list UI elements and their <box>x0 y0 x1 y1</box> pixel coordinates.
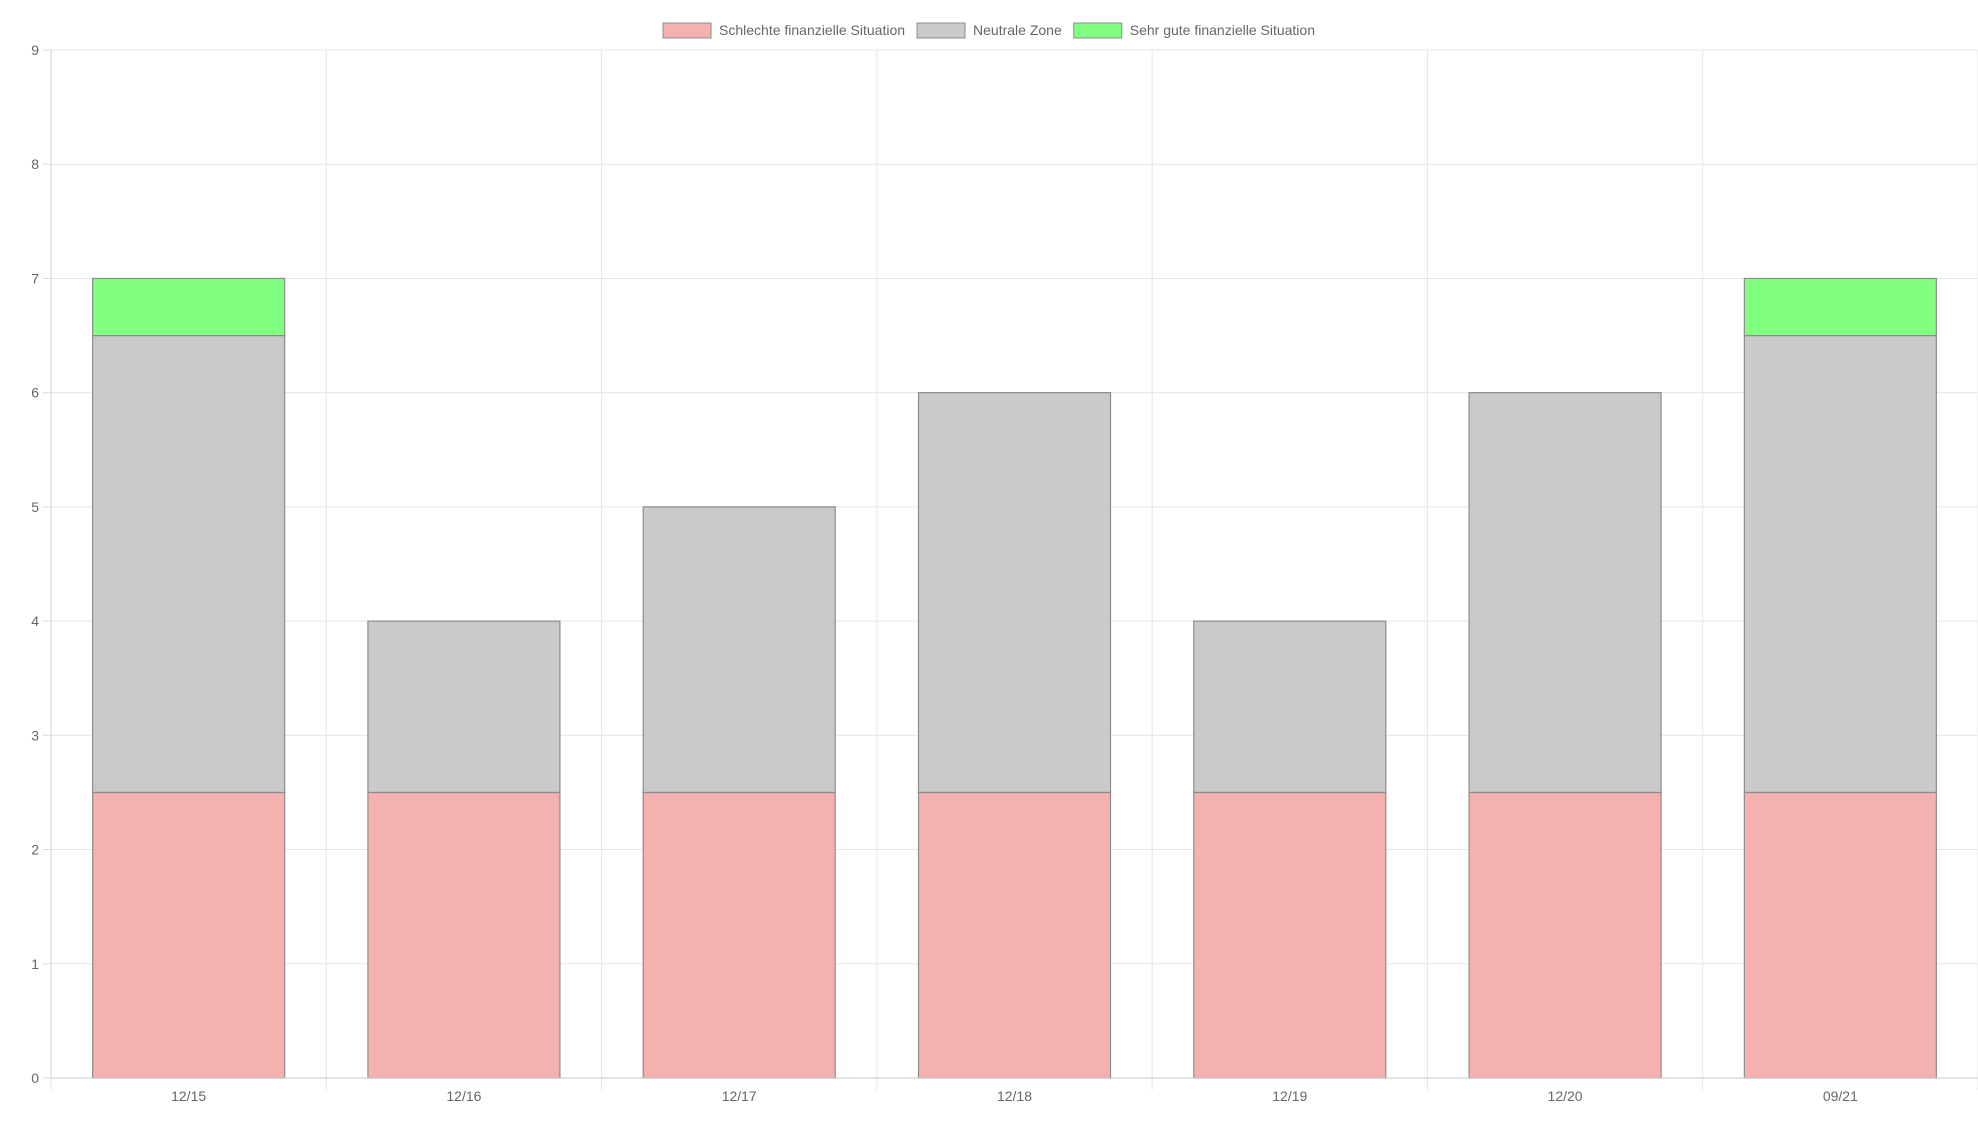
bar-1-0[interactable] <box>92 334 286 794</box>
x-tick-label: 12/20 <box>1548 1088 1583 1104</box>
bar-1-4[interactable] <box>1193 620 1387 794</box>
bar-0-2[interactable] <box>642 791 836 1079</box>
bar-0-0[interactable] <box>92 791 286 1079</box>
bar-0-5[interactable] <box>1468 791 1662 1079</box>
bar-1-5[interactable] <box>1468 392 1662 794</box>
x-tick-label: 12/19 <box>1272 1088 1307 1104</box>
bar-2-6[interactable] <box>1743 277 1937 337</box>
x-tick-label: 12/16 <box>446 1088 481 1104</box>
bar-0-6[interactable] <box>1743 791 1937 1079</box>
bar-1-3[interactable] <box>917 392 1112 794</box>
bar-2-0[interactable] <box>92 277 286 337</box>
x-tick-label: 12/17 <box>722 1088 757 1104</box>
bar-1-1[interactable] <box>367 620 561 794</box>
legend-label: Neutrale Zone <box>973 22 1062 38</box>
bar-0-3[interactable] <box>917 791 1112 1079</box>
legend-swatch[interactable] <box>916 22 966 39</box>
axis-layer: 0 1 2 3 4 5 6 7 8 9 12/15 12/16 12/17 12/18 12/19 12/20… <box>31 42 1978 1104</box>
bar-0-4[interactable] <box>1193 791 1387 1079</box>
x-tick-label: 12/18 <box>997 1088 1032 1104</box>
y-tick-label: 7 <box>31 270 39 286</box>
legend: Schlechte finanzielle Situation Neutrale … <box>662 22 1315 39</box>
y-tick-label: 1 <box>31 956 39 972</box>
legend-label: Sehr gute finanzielle Situation <box>1130 22 1315 38</box>
x-tick-label: 12/15 <box>171 1088 206 1104</box>
legend-swatch[interactable] <box>662 22 712 39</box>
bar-layer <box>92 277 1937 1079</box>
bar-0-1[interactable] <box>367 791 561 1079</box>
legend-swatch[interactable] <box>1073 22 1123 39</box>
y-tick-label: 3 <box>31 727 39 743</box>
bar-1-6[interactable] <box>1743 334 1937 794</box>
y-tick-label: 4 <box>31 613 39 629</box>
y-tick-label: 2 <box>31 842 39 858</box>
x-tick-label: 09/21 <box>1823 1088 1858 1104</box>
y-tick-label: 5 <box>31 499 39 515</box>
legend-label: Schlechte finanzielle Situation <box>719 22 905 38</box>
bar-1-2[interactable] <box>642 506 836 794</box>
y-tick-label: 6 <box>31 385 39 401</box>
y-tick-label: 8 <box>31 156 39 172</box>
y-tick-label: 0 <box>31 1070 39 1086</box>
y-tick-label: 9 <box>31 42 39 58</box>
